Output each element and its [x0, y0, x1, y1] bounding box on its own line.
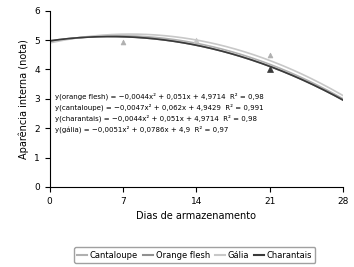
- Legend: Cantaloupe, Orange flesh, Gália, Charantais: Cantaloupe, Orange flesh, Gália, Charant…: [74, 247, 315, 263]
- X-axis label: Dias de armazenamento: Dias de armazenamento: [137, 211, 256, 221]
- Text: y(orange flesh) = −0,0044x² + 0,051x + 4,9714  R² = 0,98
y(cantaloupe) = −0,0047: y(orange flesh) = −0,0044x² + 0,051x + 4…: [55, 93, 264, 132]
- Y-axis label: Aparência interna (nota): Aparência interna (nota): [18, 39, 29, 159]
